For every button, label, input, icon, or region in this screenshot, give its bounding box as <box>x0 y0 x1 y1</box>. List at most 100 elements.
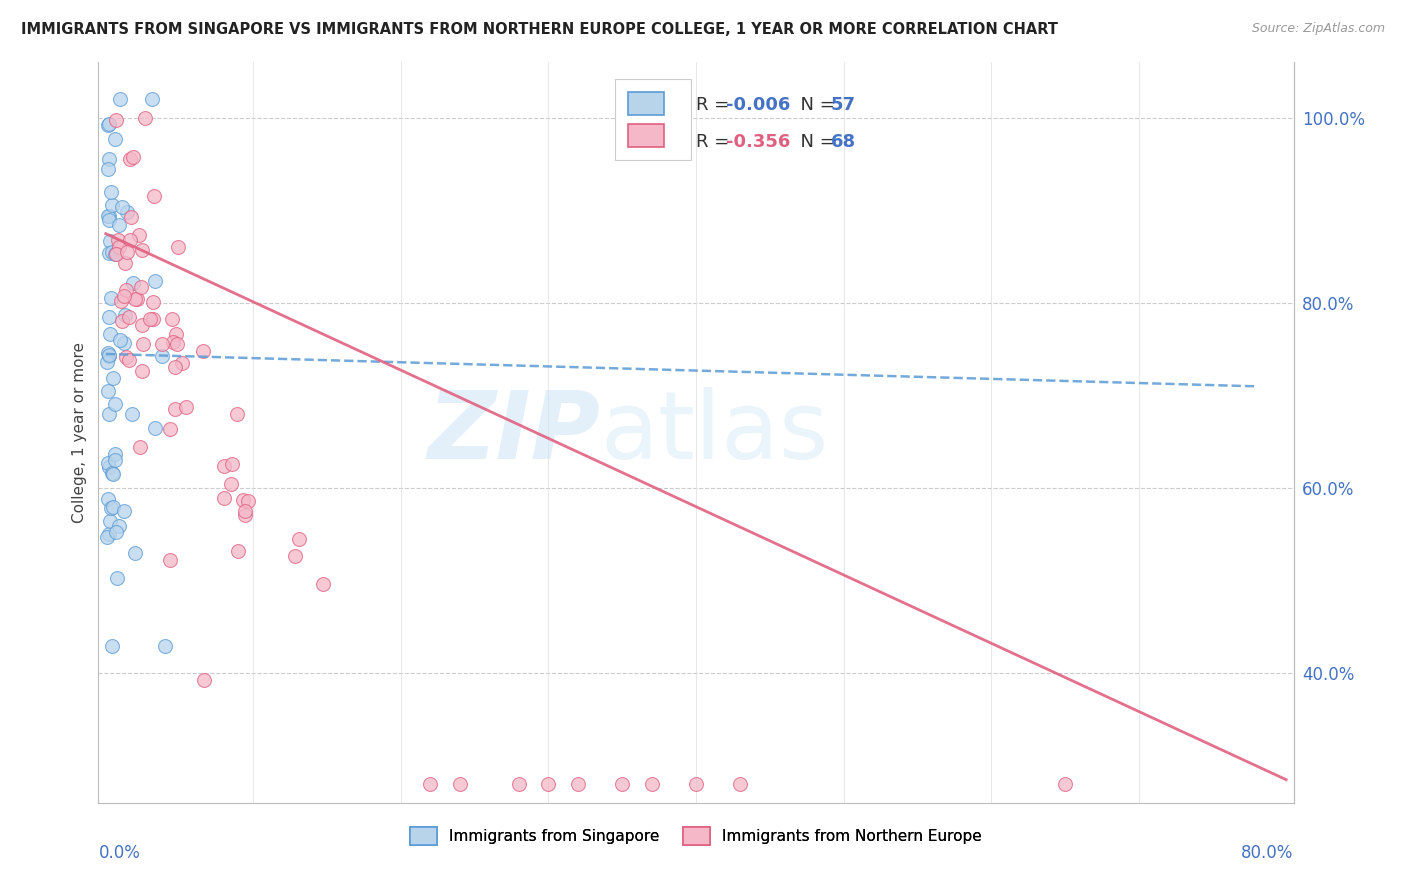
Point <box>107 233 129 247</box>
Point <box>98 526 121 541</box>
Point <box>108 92 131 106</box>
Point <box>98 407 121 421</box>
Text: 68: 68 <box>831 133 856 151</box>
Point <box>100 326 122 341</box>
Point <box>166 337 188 351</box>
Text: -0.006: -0.006 <box>725 96 790 114</box>
Point <box>134 111 156 125</box>
Point <box>139 312 162 326</box>
Point <box>107 218 129 232</box>
Point <box>111 200 134 214</box>
Point <box>100 639 122 653</box>
Point <box>118 353 141 368</box>
Point <box>121 151 143 165</box>
Point <box>98 117 121 131</box>
Point <box>104 113 127 128</box>
Point <box>174 401 197 415</box>
Point <box>120 210 142 224</box>
Point <box>159 553 181 567</box>
Point <box>122 276 145 290</box>
Point <box>108 519 131 533</box>
Point <box>508 777 530 791</box>
Point <box>104 525 127 540</box>
Point <box>193 673 215 688</box>
Text: ZIP: ZIP <box>427 386 600 479</box>
Point <box>104 447 127 461</box>
Point <box>124 292 146 306</box>
Text: 0.0%: 0.0% <box>98 844 141 862</box>
Point <box>111 313 134 327</box>
Text: IMMIGRANTS FROM SINGAPORE VS IMMIGRANTS FROM NORTHERN EUROPE COLLEGE, 1 YEAR OR : IMMIGRANTS FROM SINGAPORE VS IMMIGRANTS … <box>21 22 1059 37</box>
Point <box>97 310 120 325</box>
Point <box>233 508 256 522</box>
Point <box>96 530 118 544</box>
Point <box>238 494 260 508</box>
Point <box>98 349 121 363</box>
Point <box>288 532 311 546</box>
Point <box>283 549 305 563</box>
Text: Source: ZipAtlas.com: Source: ZipAtlas.com <box>1251 22 1385 36</box>
Point <box>124 545 146 559</box>
Point <box>100 291 122 305</box>
Point <box>103 467 125 481</box>
Point <box>97 152 120 166</box>
Point <box>143 189 166 203</box>
Text: 57: 57 <box>831 96 856 114</box>
Point <box>115 205 138 219</box>
Y-axis label: College, 1 year or more: College, 1 year or more <box>72 343 87 523</box>
Point <box>143 274 166 288</box>
Point <box>612 777 634 791</box>
Text: N =: N = <box>789 96 841 114</box>
Point <box>100 500 122 515</box>
Point <box>97 491 120 506</box>
Point <box>150 349 173 363</box>
Point <box>112 504 135 518</box>
Point <box>103 500 125 515</box>
Point <box>110 293 132 308</box>
Point <box>97 456 120 470</box>
Point <box>98 213 121 227</box>
Point <box>131 318 153 333</box>
Point <box>150 337 173 351</box>
Text: atlas: atlas <box>600 386 828 479</box>
Point <box>100 245 122 260</box>
Point <box>104 453 127 467</box>
Point <box>160 312 183 326</box>
Point <box>104 397 127 411</box>
Point <box>115 244 138 259</box>
Point <box>685 777 707 791</box>
Legend: Immigrants from Singapore, Immigrants from Northern Europe: Immigrants from Singapore, Immigrants fr… <box>404 821 988 851</box>
Point <box>449 777 471 791</box>
Point <box>191 343 214 358</box>
Point <box>165 401 187 416</box>
Point <box>728 777 751 791</box>
Point <box>131 364 153 378</box>
Point <box>114 308 136 322</box>
Point <box>97 119 120 133</box>
Point <box>153 639 176 653</box>
Point <box>97 384 120 398</box>
Text: -0.356: -0.356 <box>725 133 790 151</box>
Point <box>104 247 127 261</box>
Point <box>101 466 124 480</box>
Point <box>131 244 153 258</box>
Point <box>97 346 120 360</box>
Point <box>118 152 141 166</box>
Point <box>212 459 235 474</box>
Point <box>115 283 138 297</box>
Point <box>226 544 249 558</box>
Point <box>143 421 166 435</box>
Point <box>100 514 122 528</box>
Point <box>142 294 165 309</box>
Point <box>537 777 560 791</box>
Point <box>232 493 254 508</box>
Point <box>159 422 181 436</box>
Point <box>121 407 143 421</box>
Point <box>167 240 190 254</box>
Point <box>97 162 120 177</box>
Point <box>114 255 136 269</box>
Point <box>100 198 122 212</box>
Point <box>125 292 148 306</box>
Point <box>221 477 243 491</box>
Point <box>96 355 118 369</box>
